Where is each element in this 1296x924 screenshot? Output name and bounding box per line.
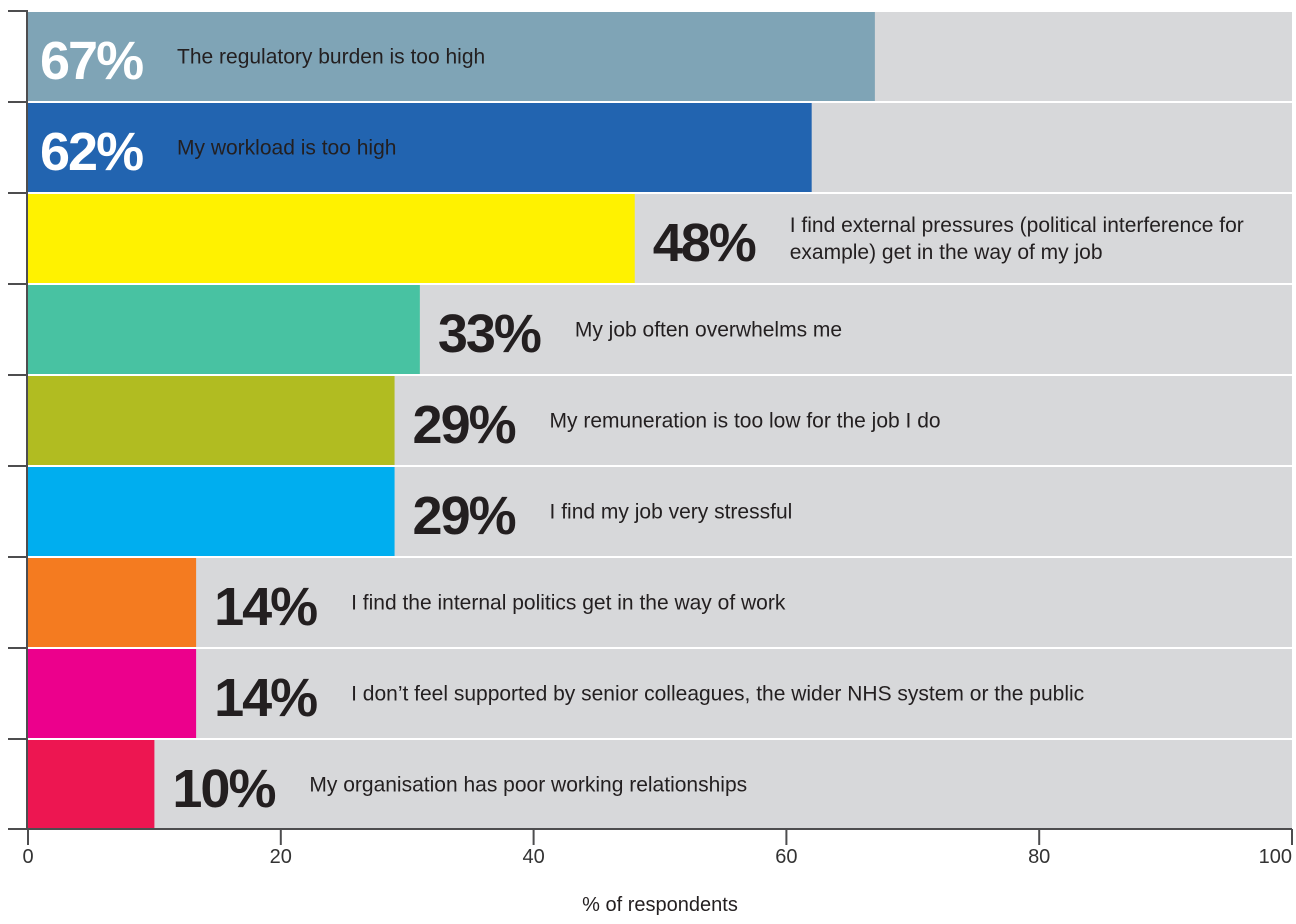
x-tick-label: 40 [522, 846, 544, 868]
bar [28, 740, 155, 829]
bar [28, 376, 395, 465]
bar-track [28, 740, 1292, 829]
x-tick-label: 60 [775, 846, 797, 868]
x-axis: 0 20 40 60 80 100 [8, 10, 1293, 868]
bar-category-label: I don’t feel supported by senior colleag… [351, 683, 1084, 706]
bar-category-label: example) get in the way of my job [790, 241, 1103, 264]
x-axis-title: % of respondents [582, 894, 738, 916]
bar-category-label: My job often overwhelms me [575, 319, 842, 342]
bar [28, 285, 420, 374]
bar-category-label: My remuneration is too low for the job I… [550, 410, 941, 433]
bar-value-label: 14% [214, 577, 317, 637]
bar-labels: 67% The regulatory burden is too high 62% M… [40, 31, 1244, 819]
bar-category-label: I find my job very stressful [550, 501, 793, 524]
bar-value-label: 14% [214, 668, 317, 728]
x-tick-label: 80 [1028, 846, 1050, 868]
bar [28, 194, 635, 283]
bar-value-label: 29% [413, 486, 516, 546]
bar-value-label: 10% [172, 759, 275, 819]
bar-category-label: I find the internal politics get in the … [351, 592, 786, 615]
bar-category-label: The regulatory burden is too high [177, 46, 485, 69]
bar-category-label: My organisation has poor working relatio… [309, 774, 747, 797]
bar-value-label: 67% [40, 31, 143, 91]
bar [28, 558, 197, 647]
bar [28, 12, 875, 101]
bar [28, 467, 395, 556]
x-tick-label: 100 [1259, 846, 1292, 868]
bar [28, 649, 197, 738]
x-tick-label: 20 [270, 846, 292, 868]
bars [28, 12, 875, 829]
x-tick-label: 0 [22, 846, 33, 868]
bar-track [28, 558, 1292, 647]
bar-value-label: 29% [413, 395, 516, 455]
bar-value-label: 62% [40, 122, 143, 182]
bar [28, 103, 812, 192]
bar-category-label: I find external pressures (political int… [790, 214, 1244, 237]
bar-value-label: 48% [653, 213, 756, 273]
bar-track [28, 649, 1292, 738]
bar-category-label: My workload is too high [177, 137, 396, 160]
bar-value-label: 33% [438, 304, 541, 364]
